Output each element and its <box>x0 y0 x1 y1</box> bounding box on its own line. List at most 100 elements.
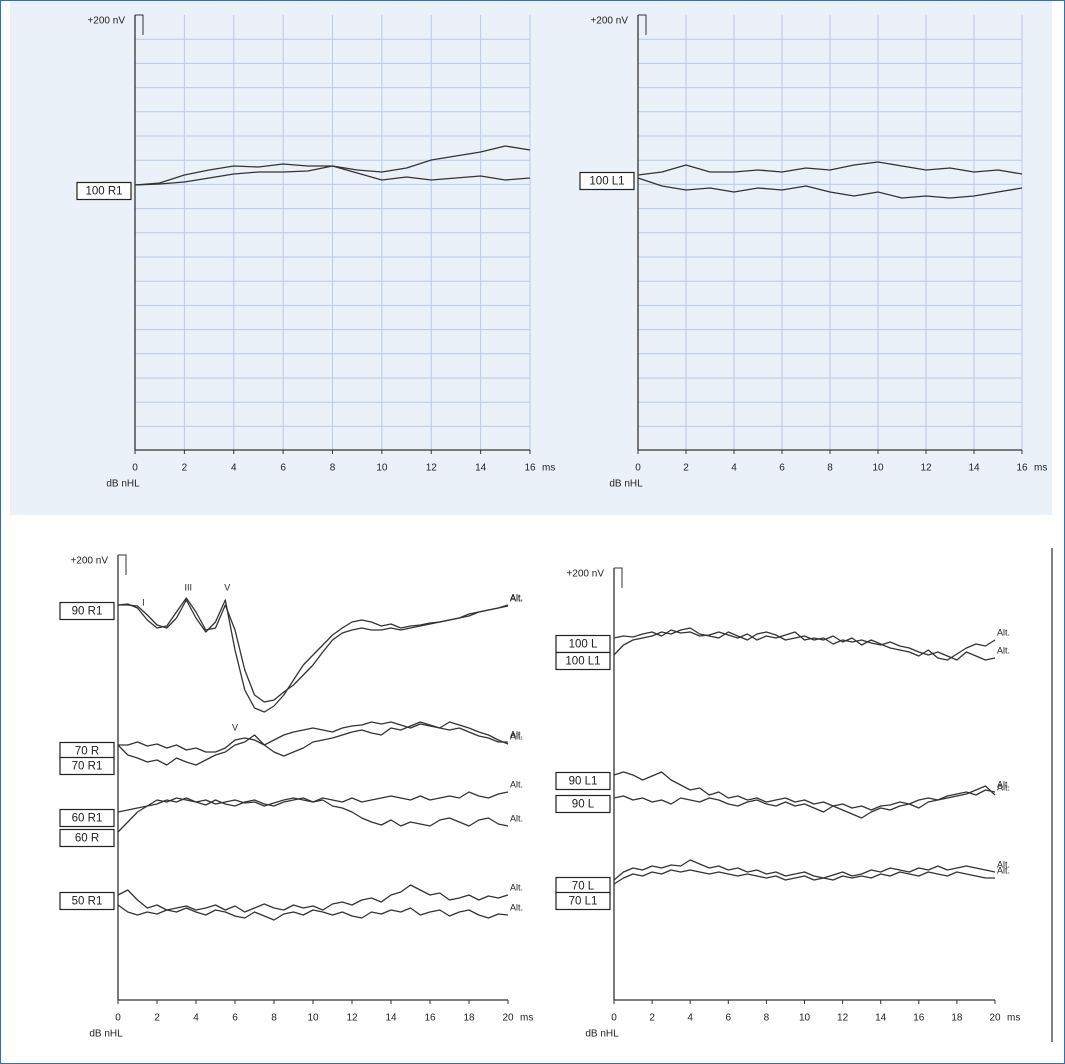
trace-label-box <box>59 808 115 828</box>
trace <box>637 161 1023 176</box>
trace <box>118 721 508 753</box>
x-tick-label: 0 <box>635 463 641 474</box>
scale-bar-label: +200 nV <box>87 16 125 27</box>
x-tick-label: 10 <box>307 1013 319 1024</box>
peak-label: I <box>142 597 145 607</box>
x-tick-label: 8 <box>827 463 833 474</box>
alt-label: Alt. <box>997 859 1010 869</box>
x-tick-label: 6 <box>779 463 785 474</box>
peak-label: V <box>224 582 230 592</box>
trace-label-box <box>59 891 115 911</box>
x-tick-label: 4 <box>731 463 737 474</box>
scale-bar-label: +200 nV <box>70 556 108 567</box>
x-tick-label: 12 <box>346 1013 358 1024</box>
alt-label: Alt. <box>510 592 523 602</box>
alt-label: Alt. <box>510 882 523 892</box>
x-tick-label: 6 <box>280 463 286 474</box>
x-tick-label: 14 <box>968 463 980 474</box>
alt-label: Alt. <box>997 779 1010 789</box>
alt-label: Alt. <box>997 782 1010 792</box>
x-tick-label: 8 <box>330 463 336 474</box>
trace <box>118 599 509 713</box>
trace <box>117 904 509 921</box>
trace-label-box <box>59 828 115 848</box>
x-tick-label: 12 <box>920 463 932 474</box>
trace <box>637 177 1023 199</box>
x-tick-label: 16 <box>913 1013 925 1024</box>
y-label: dB nHL <box>609 479 643 490</box>
scale-bar <box>614 567 623 588</box>
alt-label: Alt. <box>510 813 523 823</box>
alt-label: Alt. <box>510 779 523 789</box>
trace <box>613 859 996 881</box>
trace-label-box <box>76 181 132 201</box>
peak-label: V <box>232 722 238 732</box>
trace <box>613 771 996 811</box>
x-unit: ms <box>1034 463 1047 474</box>
trace-label: 50 R1 <box>72 896 103 908</box>
trace-label: 100 L1 <box>589 176 624 188</box>
x-tick-label: 10 <box>376 463 388 474</box>
trace-label: 70 L1 <box>569 896 598 908</box>
trace <box>117 884 509 913</box>
trace-label: 60 R1 <box>72 813 103 825</box>
x-tick-label: 18 <box>463 1013 475 1024</box>
trace-label: 70 R1 <box>72 761 103 773</box>
trace <box>613 785 996 819</box>
x-tick-label: 0 <box>132 463 138 474</box>
y-label: dB nHL <box>585 1029 619 1040</box>
x-tick-label: 8 <box>764 1013 770 1024</box>
x-tick-label: 14 <box>875 1013 887 1024</box>
x-tick-label: 2 <box>683 463 689 474</box>
x-tick-label: 20 <box>502 1013 514 1024</box>
trace <box>613 869 995 885</box>
trace-label: 70 R <box>75 746 99 758</box>
x-tick-label: 0 <box>611 1013 617 1024</box>
x-unit: ms <box>542 463 555 474</box>
alt-label: Alt. <box>997 645 1010 655</box>
x-tick-label: 12 <box>426 463 438 474</box>
trace-label-box <box>555 794 611 814</box>
alt-label: Alt. <box>510 729 523 739</box>
x-tick-label: 6 <box>232 1013 238 1024</box>
trace <box>117 597 509 703</box>
scale-bar <box>135 14 144 35</box>
scale-bar-label: +200 nV <box>590 16 628 27</box>
trace <box>117 797 509 833</box>
trace-label-box <box>555 771 611 791</box>
trace-label-box <box>579 171 635 191</box>
x-tick-label: 2 <box>649 1013 655 1024</box>
x-tick-label: 0 <box>115 1013 121 1024</box>
x-tick-label: 8 <box>271 1013 277 1024</box>
scale-bar-label: +200 nV <box>566 569 604 580</box>
alt-label: Alt. <box>997 627 1010 637</box>
trace-label: 60 R <box>75 833 99 845</box>
x-tick-label: 16 <box>1016 463 1028 474</box>
alt-label: Alt. <box>997 865 1010 875</box>
y-label: dB nHL <box>89 1029 123 1040</box>
x-unit: ms <box>1007 1013 1020 1024</box>
x-tick-label: 6 <box>726 1013 732 1024</box>
x-tick-label: 16 <box>424 1013 436 1024</box>
trace-label: 100 L <box>569 639 598 651</box>
x-tick-label: 2 <box>154 1013 160 1024</box>
trace-label-box <box>555 891 611 911</box>
x-tick-label: 4 <box>231 463 237 474</box>
trace-label: 90 L <box>572 799 595 811</box>
alt-label: Alt. <box>510 593 523 603</box>
trace-label: 70 L <box>572 881 595 893</box>
alt-label: Alt. <box>510 731 523 741</box>
trace-label: 100 R1 <box>85 186 122 198</box>
x-unit: ms <box>520 1013 533 1024</box>
scale-bar <box>638 14 647 35</box>
trace-label: 100 L1 <box>565 656 600 668</box>
x-tick-label: 14 <box>385 1013 397 1024</box>
trace-label-box <box>555 651 611 671</box>
peak-label: III <box>184 582 192 592</box>
y-label: dB nHL <box>106 479 140 490</box>
trace-label: 90 L1 <box>569 776 598 788</box>
x-tick-label: 4 <box>193 1013 199 1024</box>
alt-label: Alt. <box>510 902 523 912</box>
x-tick-label: 10 <box>799 1013 811 1024</box>
